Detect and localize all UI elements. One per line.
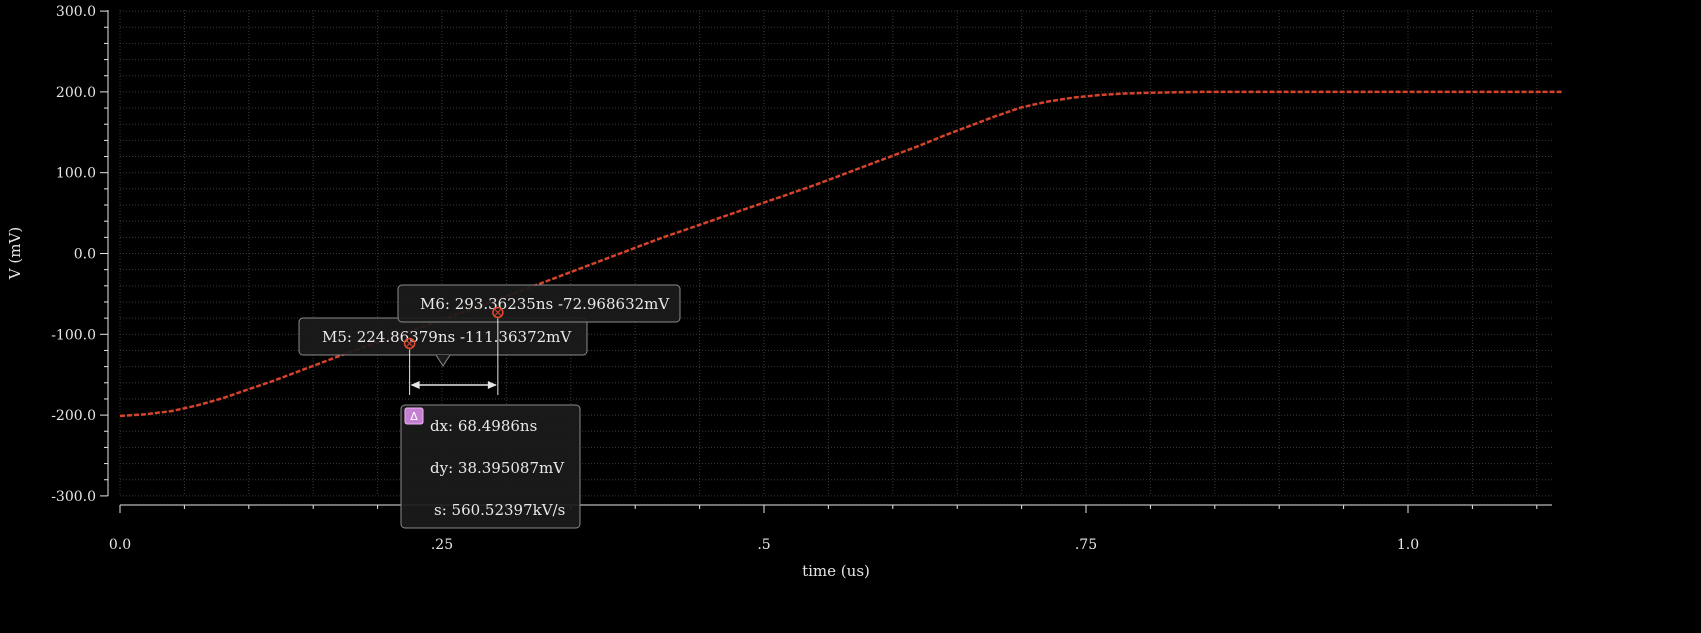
delta-icon-glyph: Δ [410, 410, 418, 423]
delta-slope-text: s: 560.52397kV/s [434, 501, 565, 519]
marker-m5-point[interactable] [403, 337, 416, 350]
x-tick-label: .75 [1075, 537, 1097, 553]
series-line-0 [119, 90, 1563, 418]
delta-dy-text: dy: 38.395087mV [430, 459, 565, 477]
y-tick-label: 0.0 [74, 247, 96, 263]
marker-points[interactable] [403, 306, 504, 350]
series-layer [119, 90, 1563, 418]
delta-icon [404, 407, 424, 425]
delta-dx-text: dx: 68.4986ns [430, 417, 537, 435]
marker-m6-point[interactable] [492, 306, 504, 319]
delta-box[interactable]: Δ dx: 68.4986ns dy: 38.395087mV s: 560.5… [400, 404, 581, 529]
plot-axes [100, 10, 1552, 513]
delta-arrow [409, 318, 499, 395]
y-tick-label: 300.0 [56, 4, 96, 20]
y-tick-label: -300.0 [51, 489, 96, 505]
marker-m5-label: M5: 224.86379ns -111.36372mV [322, 328, 572, 346]
marker-layer[interactable]: M5: 224.86379ns -111.36372mV M6: 293.362… [298, 284, 681, 529]
delta-arrowhead-left [410, 381, 420, 389]
plot-grid [119, 10, 1552, 497]
marker-m5-label-box[interactable]: M5: 224.86379ns -111.36372mV [298, 317, 588, 356]
marker-m6-label: M6: 293.36235ns -72.968632mV [420, 295, 670, 313]
x-tick-label: .5 [757, 537, 770, 553]
x-axis-title: time (us) [802, 562, 870, 580]
y-tick-label: 100.0 [56, 166, 96, 182]
x-tick-label: 1.0 [1397, 537, 1419, 553]
x-tick-label: .25 [431, 537, 453, 553]
x-tick-label: 0.0 [109, 537, 131, 553]
y-axis-title: V (mV) [6, 227, 24, 280]
delta-arrowhead-right [487, 381, 497, 389]
tick-labels: -300.0 -200.0 -100.0 0.0 100.0 200.0 300.0 0.0.… [51, 4, 1419, 553]
y-tick-label: -200.0 [51, 408, 96, 424]
m5-callout-pointer [435, 354, 451, 367]
marker-m6-label-box[interactable]: M6: 293.36235ns -72.968632mV [397, 284, 681, 323]
y-tick-label: -100.0 [51, 327, 96, 343]
y-tick-label: 200.0 [56, 85, 96, 101]
